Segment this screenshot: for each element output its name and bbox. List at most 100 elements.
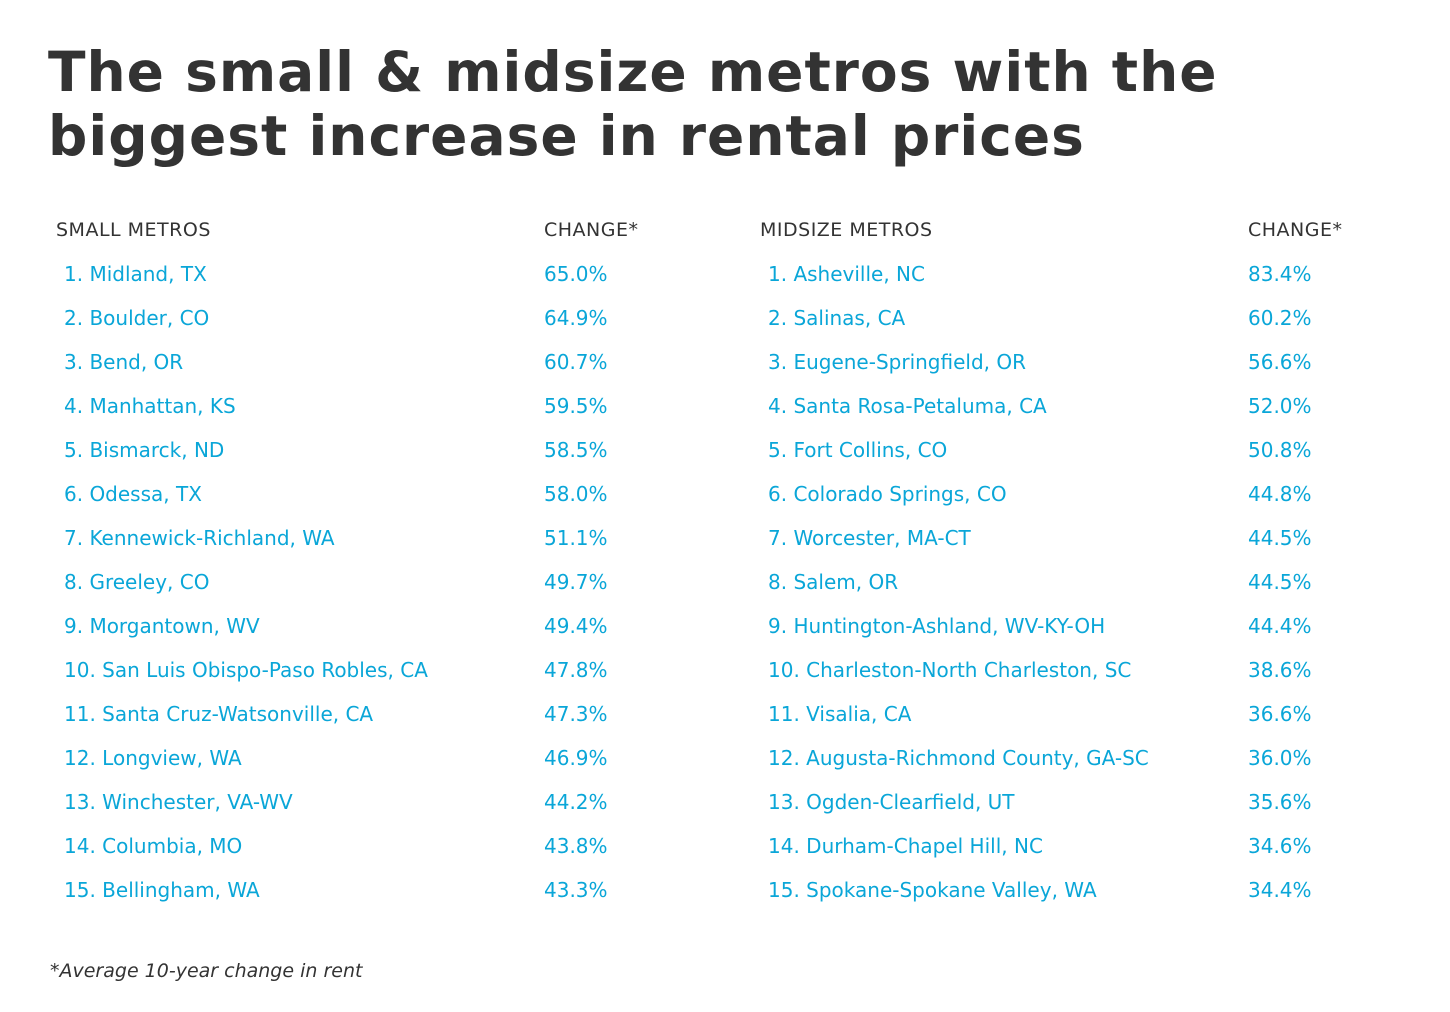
metro-name-cell: 12. Augusta-Richmond County, GA-SC (768, 746, 1149, 770)
change-value-cell: 60.7% (544, 350, 608, 374)
change-value-cell: 36.6% (1248, 702, 1312, 726)
metro-name-cell: 1. Midland, TX (64, 262, 207, 286)
change-value-cell: 44.5% (1248, 526, 1312, 550)
table-row: 1. Asheville, NC 83.4% (760, 252, 1380, 296)
change-value-cell: 47.3% (544, 702, 608, 726)
column-header-change: CHANGE* (544, 219, 639, 241)
table-row: 2. Salinas, CA 60.2% (760, 296, 1380, 340)
change-value-cell: 44.4% (1248, 614, 1312, 638)
metro-name-cell: 7. Kennewick-Richland, WA (64, 526, 335, 550)
table-row: 2. Boulder, CO 64.9% (56, 296, 676, 340)
table-row: 9. Morgantown, WV 49.4% (56, 604, 676, 648)
metro-name-cell: 10. Charleston-North Charleston, SC (768, 658, 1132, 682)
metro-name-cell: 8. Salem, OR (768, 570, 899, 594)
table-row: 6. Odessa, TX 58.0% (56, 472, 676, 516)
column-header-metro: MIDSIZE METROS (760, 219, 933, 241)
change-value-cell: 58.0% (544, 482, 608, 506)
change-value-cell: 47.8% (544, 658, 608, 682)
metro-name-cell: 6. Odessa, TX (64, 482, 202, 506)
table-row: 11. Visalia, CA 36.6% (760, 692, 1380, 736)
change-value-cell: 65.0% (544, 262, 608, 286)
table-row: 15. Bellingham, WA 43.3% (56, 868, 676, 912)
table-row: 3. Bend, OR 60.7% (56, 340, 676, 384)
change-value-cell: 49.4% (544, 614, 608, 638)
metro-name-cell: 9. Huntington-Ashland, WV-KY-OH (768, 614, 1106, 638)
table-row: 15. Spokane-Spokane Valley, WA 34.4% (760, 868, 1380, 912)
metro-name-cell: 15. Bellingham, WA (64, 878, 260, 902)
change-value-cell: 46.9% (544, 746, 608, 770)
metro-name-cell: 9. Morgantown, WV (64, 614, 260, 638)
change-value-cell: 51.1% (544, 526, 608, 550)
metro-name-cell: 8. Greeley, CO (64, 570, 210, 594)
change-value-cell: 59.5% (544, 394, 608, 418)
metro-name-cell: 5. Fort Collins, CO (768, 438, 948, 462)
table-row: 7. Worcester, MA-CT 44.5% (760, 516, 1380, 560)
change-value-cell: 34.4% (1248, 878, 1312, 902)
page-title: The small & midsize metros with the bigg… (48, 40, 1218, 168)
table-row: 14. Columbia, MO 43.8% (56, 824, 676, 868)
metro-name-cell: 4. Manhattan, KS (64, 394, 236, 418)
change-value-cell: 49.7% (544, 570, 608, 594)
table-row: 13. Ogden-Clearfield, UT 35.6% (760, 780, 1380, 824)
table-row: 5. Bismarck, ND 58.5% (56, 428, 676, 472)
table-row: 4. Manhattan, KS 59.5% (56, 384, 676, 428)
table-body: 1. Midland, TX 65.0% 2. Boulder, CO 64.9% 3.… (56, 252, 676, 912)
change-value-cell: 44.5% (1248, 570, 1312, 594)
change-value-cell: 44.8% (1248, 482, 1312, 506)
table-row: 8. Greeley, CO 49.7% (56, 560, 676, 604)
table-header: SMALL METROS CHANGE* (56, 208, 676, 252)
metro-name-cell: 3. Eugene-Springfield, OR (768, 350, 1026, 374)
metro-name-cell: 13. Ogden-Clearfield, UT (768, 790, 1015, 814)
metro-name-cell: 12. Longview, WA (64, 746, 242, 770)
change-value-cell: 43.8% (544, 834, 608, 858)
column-header-metro: SMALL METROS (56, 219, 211, 241)
change-value-cell: 58.5% (544, 438, 608, 462)
small-metros-table: SMALL METROS CHANGE* 1. Midland, TX 65.0%… (56, 208, 676, 912)
change-value-cell: 38.6% (1248, 658, 1312, 682)
change-value-cell: 43.3% (544, 878, 608, 902)
table-header: MIDSIZE METROS CHANGE* (760, 208, 1380, 252)
metro-name-cell: 15. Spokane-Spokane Valley, WA (768, 878, 1097, 902)
metro-name-cell: 5. Bismarck, ND (64, 438, 225, 462)
table-row: 6. Colorado Springs, CO 44.8% (760, 472, 1380, 516)
table-row: 10. Charleston-North Charleston, SC 38.6% (760, 648, 1380, 692)
metro-name-cell: 13. Winchester, VA-WV (64, 790, 293, 814)
table-row: 12. Longview, WA 46.9% (56, 736, 676, 780)
change-value-cell: 52.0% (1248, 394, 1312, 418)
metro-name-cell: 10. San Luis Obispo-Paso Robles, CA (64, 658, 428, 682)
table-row: 1. Midland, TX 65.0% (56, 252, 676, 296)
table-row: 5. Fort Collins, CO 50.8% (760, 428, 1380, 472)
metro-name-cell: 6. Colorado Springs, CO (768, 482, 1007, 506)
table-row: 10. San Luis Obispo-Paso Robles, CA 47.8% (56, 648, 676, 692)
change-value-cell: 50.8% (1248, 438, 1312, 462)
table-row: 4. Santa Rosa-Petaluma, CA 52.0% (760, 384, 1380, 428)
midsize-metros-table: MIDSIZE METROS CHANGE* 1. Asheville, NC 8… (760, 208, 1380, 912)
table-row: 8. Salem, OR 44.5% (760, 560, 1380, 604)
table-row: 3. Eugene-Springfield, OR 56.6% (760, 340, 1380, 384)
column-header-change: CHANGE* (1248, 219, 1343, 241)
table-row: 7. Kennewick-Richland, WA 51.1% (56, 516, 676, 560)
metro-name-cell: 3. Bend, OR (64, 350, 184, 374)
change-value-cell: 64.9% (544, 306, 608, 330)
change-value-cell: 34.6% (1248, 834, 1312, 858)
change-value-cell: 35.6% (1248, 790, 1312, 814)
change-value-cell: 83.4% (1248, 262, 1312, 286)
metro-name-cell: 1. Asheville, NC (768, 262, 925, 286)
metro-name-cell: 14. Columbia, MO (64, 834, 243, 858)
footnote: *Average 10-year change in rent (50, 960, 363, 982)
table-row: 14. Durham-Chapel Hill, NC 34.6% (760, 824, 1380, 868)
change-value-cell: 56.6% (1248, 350, 1312, 374)
metro-name-cell: 11. Santa Cruz-Watsonville, CA (64, 702, 374, 726)
metro-name-cell: 2. Salinas, CA (768, 306, 906, 330)
table-row: 12. Augusta-Richmond County, GA-SC 36.0% (760, 736, 1380, 780)
metro-name-cell: 11. Visalia, CA (768, 702, 912, 726)
change-value-cell: 36.0% (1248, 746, 1312, 770)
table-body: 1. Asheville, NC 83.4% 2. Salinas, CA 60.2%… (760, 252, 1380, 912)
metro-name-cell: 7. Worcester, MA-CT (768, 526, 971, 550)
change-value-cell: 60.2% (1248, 306, 1312, 330)
table-row: 11. Santa Cruz-Watsonville, CA 47.3% (56, 692, 676, 736)
metro-name-cell: 4. Santa Rosa-Petaluma, CA (768, 394, 1047, 418)
change-value-cell: 44.2% (544, 790, 608, 814)
table-row: 13. Winchester, VA-WV 44.2% (56, 780, 676, 824)
metro-name-cell: 2. Boulder, CO (64, 306, 210, 330)
